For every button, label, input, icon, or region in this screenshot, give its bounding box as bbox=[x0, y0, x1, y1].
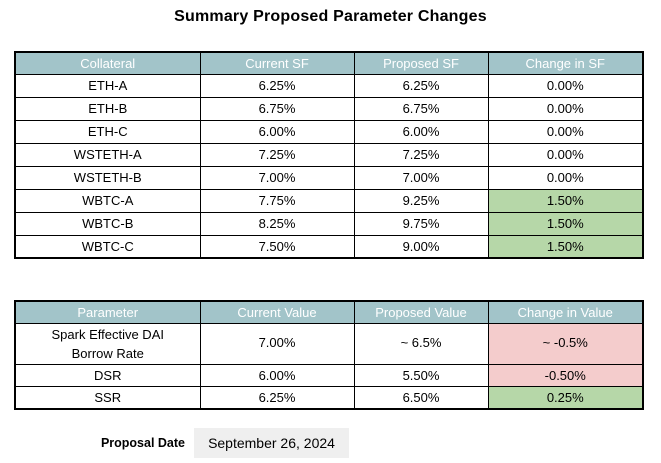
sf-header-current: Current SF bbox=[199, 51, 355, 75]
proposal-date-value: September 26, 2024 bbox=[194, 428, 349, 458]
current-value-cell: 7.00% bbox=[199, 322, 355, 365]
change-sf-cell: 0.00% bbox=[487, 73, 644, 98]
current-value-cell: 6.25% bbox=[199, 385, 355, 410]
proposed-value-cell: 6.50% bbox=[353, 385, 489, 410]
current-sf-cell: 6.75% bbox=[199, 96, 355, 121]
value-header-parameter: Parameter bbox=[14, 300, 201, 324]
change-sf-cell: 0.00% bbox=[487, 165, 644, 190]
current-sf-cell: 7.00% bbox=[199, 165, 355, 190]
stability-fee-table: Collateral Current SF Proposed SF Change… bbox=[14, 51, 644, 259]
collateral-cell: WBTC-A bbox=[14, 188, 201, 213]
parameter-cell: Spark Effective DAI Borrow Rate bbox=[14, 322, 201, 365]
proposed-sf-cell: 9.00% bbox=[353, 234, 489, 259]
table-row: ETH-B 6.75% 6.75% 0.00% bbox=[14, 96, 644, 121]
parameter-value-table: Parameter Current Value Proposed Value C… bbox=[14, 300, 644, 410]
table-row: WBTC-C 7.50% 9.00% 1.50% bbox=[14, 234, 644, 259]
change-sf-cell-highlighted: 1.50% bbox=[487, 188, 644, 213]
sf-header-proposed: Proposed SF bbox=[353, 51, 489, 75]
proposed-sf-cell: 7.25% bbox=[353, 142, 489, 167]
proposed-sf-cell: 6.25% bbox=[353, 73, 489, 98]
current-sf-cell: 6.25% bbox=[199, 73, 355, 98]
value-header-proposed: Proposed Value bbox=[353, 300, 489, 324]
proposed-value-cell: ~ 6.5% bbox=[353, 322, 489, 365]
parameter-cell: DSR bbox=[14, 363, 201, 387]
proposed-sf-cell: 9.75% bbox=[353, 211, 489, 236]
proposed-sf-cell: 7.00% bbox=[353, 165, 489, 190]
collateral-cell: WSTETH-B bbox=[14, 165, 201, 190]
proposed-sf-cell: 6.00% bbox=[353, 119, 489, 144]
collateral-cell: ETH-B bbox=[14, 96, 201, 121]
change-sf-cell-highlighted: 1.50% bbox=[487, 234, 644, 259]
proposed-sf-cell: 6.75% bbox=[353, 96, 489, 121]
current-value-cell: 6.00% bbox=[199, 363, 355, 387]
change-value-cell-highlighted: 0.25% bbox=[487, 385, 644, 410]
proposed-value-cell: 5.50% bbox=[353, 363, 489, 387]
table-row: ETH-A 6.25% 6.25% 0.00% bbox=[14, 73, 644, 98]
sf-table-header-row: Collateral Current SF Proposed SF Change… bbox=[14, 51, 644, 75]
proposal-date-row: Proposal Date September 26, 2024 bbox=[14, 428, 349, 458]
table-row: WSTETH-A 7.25% 7.25% 0.00% bbox=[14, 142, 644, 167]
collateral-cell: WBTC-B bbox=[14, 211, 201, 236]
collateral-cell: ETH-C bbox=[14, 119, 201, 144]
proposal-date-label: Proposal Date bbox=[100, 436, 185, 450]
parameter-cell: SSR bbox=[14, 385, 201, 410]
change-sf-cell-highlighted: 1.50% bbox=[487, 211, 644, 236]
table-row: WBTC-A 7.75% 9.25% 1.50% bbox=[14, 188, 644, 213]
collateral-cell: WSTETH-A bbox=[14, 142, 201, 167]
table-row: Spark Effective DAI Borrow Rate 7.00% ~ … bbox=[14, 322, 644, 365]
table-row: ETH-C 6.00% 6.00% 0.00% bbox=[14, 119, 644, 144]
value-table-header-row: Parameter Current Value Proposed Value C… bbox=[14, 300, 644, 324]
current-sf-cell: 8.25% bbox=[199, 211, 355, 236]
current-sf-cell: 7.25% bbox=[199, 142, 355, 167]
table-row: WBTC-B 8.25% 9.75% 1.50% bbox=[14, 211, 644, 236]
collateral-cell: WBTC-C bbox=[14, 234, 201, 259]
change-sf-cell: 0.00% bbox=[487, 142, 644, 167]
change-sf-cell: 0.00% bbox=[487, 96, 644, 121]
change-value-cell-highlighted: ~ -0.5% bbox=[487, 322, 644, 365]
current-sf-cell: 6.00% bbox=[199, 119, 355, 144]
value-header-current: Current Value bbox=[199, 300, 355, 324]
table-row: WSTETH-B 7.00% 7.00% 0.00% bbox=[14, 165, 644, 190]
table-row: DSR 6.00% 5.50% -0.50% bbox=[14, 363, 644, 387]
page-title: Summary Proposed Parameter Changes bbox=[174, 8, 487, 25]
proposed-sf-cell: 9.25% bbox=[353, 188, 489, 213]
value-header-change: Change in Value bbox=[487, 300, 644, 324]
change-sf-cell: 0.00% bbox=[487, 119, 644, 144]
sf-header-collateral: Collateral bbox=[14, 51, 201, 75]
current-sf-cell: 7.50% bbox=[199, 234, 355, 259]
collateral-cell: ETH-A bbox=[14, 73, 201, 98]
table-row: SSR 6.25% 6.50% 0.25% bbox=[14, 385, 644, 410]
sf-header-change: Change in SF bbox=[487, 51, 644, 75]
current-sf-cell: 7.75% bbox=[199, 188, 355, 213]
change-value-cell-highlighted: -0.50% bbox=[487, 363, 644, 387]
